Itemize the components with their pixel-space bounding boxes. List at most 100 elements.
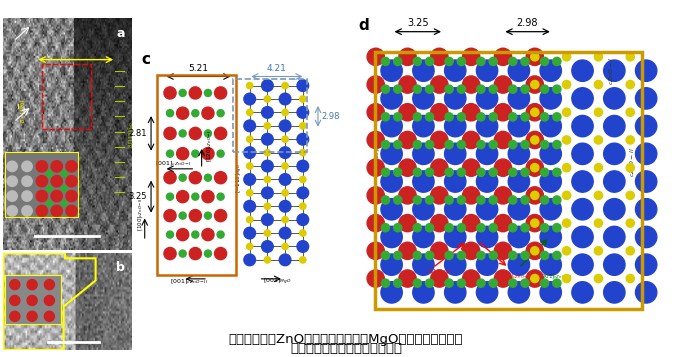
Circle shape <box>244 120 255 132</box>
Circle shape <box>300 176 306 183</box>
Circle shape <box>508 143 529 165</box>
Circle shape <box>413 57 421 66</box>
Circle shape <box>572 226 593 248</box>
Circle shape <box>445 113 453 121</box>
Circle shape <box>264 176 271 183</box>
Circle shape <box>426 57 434 66</box>
Circle shape <box>445 85 453 93</box>
Circle shape <box>167 193 174 200</box>
Circle shape <box>476 198 498 220</box>
Text: 2.81: 2.81 <box>129 129 147 138</box>
Circle shape <box>381 196 390 204</box>
Circle shape <box>381 254 402 275</box>
Text: 六方氧化锌（ZnO）与立方氧化镁（MgO）的界面原子结构: 六方氧化锌（ZnO）与立方氧化镁（MgO）的界面原子结构 <box>229 333 463 346</box>
Circle shape <box>635 282 657 303</box>
Circle shape <box>426 196 434 204</box>
Circle shape <box>572 254 593 275</box>
Circle shape <box>445 196 453 204</box>
Circle shape <box>244 227 255 239</box>
Text: $[100]_{cZnO-II}$: $[100]_{cZnO-II}$ <box>136 197 145 231</box>
Circle shape <box>540 171 561 192</box>
Circle shape <box>244 254 255 266</box>
Circle shape <box>635 143 657 165</box>
Circle shape <box>626 108 635 116</box>
Circle shape <box>394 279 402 287</box>
Bar <box>375 52 642 309</box>
Circle shape <box>179 212 186 219</box>
Circle shape <box>367 187 384 204</box>
Circle shape <box>457 196 466 204</box>
Circle shape <box>540 254 561 275</box>
Circle shape <box>399 215 416 232</box>
Circle shape <box>413 140 421 149</box>
Circle shape <box>179 130 186 137</box>
Circle shape <box>430 187 448 204</box>
Circle shape <box>526 104 543 121</box>
Circle shape <box>426 113 434 121</box>
Circle shape <box>521 168 529 176</box>
Text: （扫描透射电镜图及原子模型）: （扫描透射电镜图及原子模型） <box>290 342 402 355</box>
Circle shape <box>594 191 603 200</box>
Circle shape <box>202 107 214 119</box>
Circle shape <box>526 215 543 232</box>
Circle shape <box>563 275 571 283</box>
Circle shape <box>603 88 625 109</box>
Text: $[120]_{cZnO-I}$: $[120]_{cZnO-I}$ <box>205 129 214 162</box>
Circle shape <box>413 196 421 204</box>
Circle shape <box>494 48 511 65</box>
Circle shape <box>635 88 657 109</box>
Circle shape <box>444 143 466 165</box>
Circle shape <box>526 159 543 176</box>
Circle shape <box>426 279 434 287</box>
Circle shape <box>635 60 657 81</box>
Circle shape <box>282 243 289 250</box>
Circle shape <box>430 104 448 121</box>
Circle shape <box>540 85 549 93</box>
Circle shape <box>509 140 517 149</box>
Circle shape <box>444 198 466 220</box>
Circle shape <box>381 282 402 303</box>
Circle shape <box>494 159 511 176</box>
Circle shape <box>462 159 480 176</box>
Circle shape <box>381 198 402 220</box>
Circle shape <box>413 113 421 121</box>
Circle shape <box>167 150 174 157</box>
Text: 8 $[110]_{MgO}$: 8 $[110]_{MgO}$ <box>127 120 138 147</box>
Circle shape <box>445 140 453 149</box>
Circle shape <box>508 226 529 248</box>
Circle shape <box>426 251 434 260</box>
Circle shape <box>413 251 421 260</box>
Circle shape <box>553 196 561 204</box>
Circle shape <box>540 282 561 303</box>
Circle shape <box>430 76 448 93</box>
Circle shape <box>477 85 485 93</box>
Circle shape <box>280 174 291 185</box>
Circle shape <box>189 172 201 184</box>
Circle shape <box>626 164 635 172</box>
Circle shape <box>477 168 485 176</box>
Circle shape <box>509 57 517 66</box>
Circle shape <box>540 140 549 149</box>
Circle shape <box>412 60 434 81</box>
Circle shape <box>280 227 291 239</box>
Circle shape <box>297 241 309 252</box>
Circle shape <box>413 223 421 232</box>
Text: 3.25: 3.25 <box>129 192 147 201</box>
Circle shape <box>635 115 657 137</box>
Circle shape <box>462 104 480 121</box>
Circle shape <box>412 198 434 220</box>
Circle shape <box>394 113 402 121</box>
Circle shape <box>399 48 416 65</box>
Circle shape <box>413 279 421 287</box>
Circle shape <box>202 147 214 160</box>
Circle shape <box>526 187 543 204</box>
Circle shape <box>244 174 255 185</box>
Circle shape <box>445 279 453 287</box>
Circle shape <box>594 247 603 255</box>
Circle shape <box>246 216 253 223</box>
Circle shape <box>297 214 309 226</box>
Circle shape <box>164 247 176 260</box>
Circle shape <box>280 254 291 266</box>
Circle shape <box>563 53 571 61</box>
Circle shape <box>189 87 201 99</box>
